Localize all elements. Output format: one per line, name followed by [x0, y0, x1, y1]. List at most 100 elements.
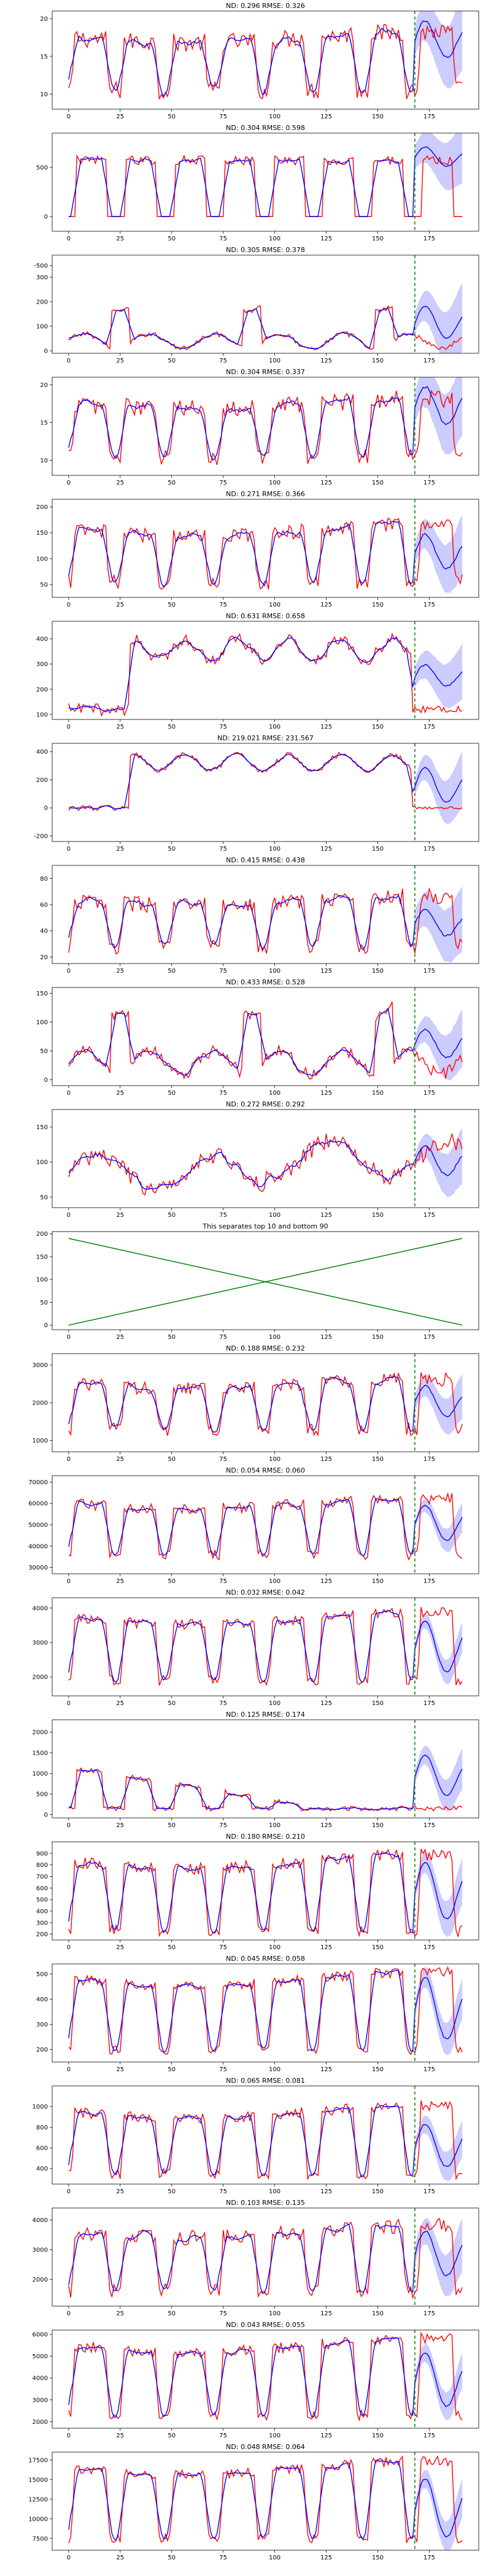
x-tick-label: 50 [168, 2555, 176, 2561]
x-tick-label: 75 [219, 2310, 227, 2317]
x-tick-label: 0 [67, 724, 71, 730]
x-tick-label: 25 [116, 113, 124, 120]
forecast-band [414, 644, 463, 708]
x-tick-label: 175 [423, 2188, 435, 2195]
x-tick-label: 0 [67, 1090, 71, 1097]
x-tick-label: 75 [219, 113, 227, 120]
actual-series [68, 1132, 463, 1196]
panel-2: ND: 0.304 RMSE: 0.598 0 25 50 75 100 125 150 175… [34, 124, 479, 270]
x-tick-label: 50 [168, 1700, 176, 1707]
forecast-series [68, 1852, 463, 1934]
x-tick-label: 0 [67, 113, 71, 120]
y-tick-label: 40 [40, 928, 48, 935]
x-tick-label: 25 [116, 1700, 124, 1707]
panel-title: ND: 0.304 RMSE: 0.598 [226, 124, 305, 132]
x-tick-label: 25 [116, 1212, 124, 1219]
plot-area [68, 1354, 463, 1452]
plot-area [68, 1720, 463, 1818]
y-tick-label: 0 [44, 805, 48, 812]
axes-frame [52, 2329, 479, 2429]
x-tick-label: 175 [423, 1822, 435, 1829]
actual-series [68, 389, 463, 466]
x-tick-label: 0 [67, 2066, 71, 2073]
panel-title: ND: 0.065 RMSE: 0.081 [226, 2077, 305, 2085]
y-tick-label: 5000 [33, 2353, 48, 2360]
y-tick-label: 400 [36, 2166, 48, 2172]
x-tick-label: 125 [320, 602, 332, 608]
y-tick-label: 150 [36, 1124, 48, 1131]
panel-title: ND: 0.433 RMSE: 0.528 [226, 978, 305, 986]
x-tick-label: 25 [116, 2432, 124, 2439]
y-tick-label: 300 [36, 1920, 48, 1926]
x-tick-label: 100 [269, 846, 280, 853]
x-tick-label: 175 [423, 1456, 435, 1463]
x-tick-label: 75 [219, 1212, 227, 1219]
x-tick-label: 25 [116, 1456, 124, 1463]
x-tick-label: 125 [320, 2188, 332, 2195]
y-tick-label: 3000 [33, 1639, 48, 1646]
plot-area [68, 2452, 463, 2550]
x-tick-label: 175 [423, 2555, 435, 2561]
y-tick-label: 100 [36, 711, 48, 718]
y-tick-label: 70000 [28, 1479, 48, 1486]
x-tick-label: 50 [168, 724, 176, 730]
x-tick-label: 0 [67, 2188, 71, 2195]
forecast-band [414, 1852, 463, 1938]
y-tick-label: 50 [40, 581, 48, 588]
x-tick-label: 175 [423, 2432, 435, 2439]
actual-series [68, 517, 463, 590]
y-tick-label: 20 [40, 16, 48, 23]
x-tick-label: 0 [67, 2310, 71, 2317]
x-tick-label: 0 [67, 1822, 71, 1829]
x-tick-label: 75 [219, 968, 227, 975]
x-tick-label: 25 [116, 2066, 124, 2073]
panel-21: ND: 0.048 RMSE: 0.064 0 25 50 75 100 125 150 175… [28, 2443, 479, 2561]
plot-area [68, 987, 463, 1086]
x-tick-label: 100 [269, 1456, 280, 1463]
panel-13: ND: 0.054 RMSE: 0.060 0 25 50 75 100 125 150 175… [28, 1466, 479, 1585]
x-tick-label: 150 [372, 2555, 384, 2561]
x-tick-label: 50 [168, 2066, 176, 2073]
x-tick-label: 175 [423, 1212, 435, 1219]
x-tick-label: 150 [372, 602, 384, 608]
x-tick-label: 125 [320, 1334, 332, 1341]
x-tick-label: 100 [269, 2310, 280, 2317]
x-tick-label: 75 [219, 1090, 227, 1097]
x-tick-label: 175 [423, 2066, 435, 2073]
y-tick-label: 1000 [33, 1438, 48, 1444]
x-tick-label: 100 [269, 602, 280, 608]
x-tick-label: 50 [168, 1334, 176, 1341]
x-tick-label: 0 [67, 480, 71, 486]
x-tick-label: 25 [116, 846, 124, 853]
y-tick-label: 200 [36, 1231, 48, 1238]
x-tick-label: 75 [219, 1334, 227, 1341]
y-tick-label: 15000 [28, 2477, 48, 2483]
x-tick-label: 125 [320, 1578, 332, 1585]
x-tick-label: 25 [116, 1944, 124, 1951]
y-tick-label: 40000 [28, 1543, 48, 1550]
x-tick-label: 100 [269, 1822, 280, 1829]
y-tick-label: 800 [36, 2125, 48, 2131]
x-tick-label: 75 [219, 724, 227, 730]
axes-frame [52, 1841, 479, 1941]
y-tick-label: 400 [36, 749, 48, 756]
x-tick-label: 150 [372, 2432, 384, 2439]
x-tick-label: 125 [320, 1700, 332, 1707]
y-tick-label: 50 [40, 1048, 48, 1055]
actual-series [68, 2455, 463, 2544]
plot-area [68, 255, 463, 353]
x-tick-label: 125 [320, 1944, 332, 1951]
x-tick-label: 150 [372, 2310, 384, 2317]
forecast-band [414, 1374, 463, 1435]
x-tick-label: 50 [168, 2310, 176, 2317]
x-tick-label: 75 [219, 1700, 227, 1707]
x-tick-label: 25 [116, 602, 124, 608]
panel-19: ND: 0.103 RMSE: 0.135 0 25 50 75 100 125 150 175… [33, 2199, 479, 2317]
panel-9: ND: 0.433 RMSE: 0.528 0 25 50 75 100 125 150 175… [36, 978, 479, 1097]
panel-title: ND: 0.054 RMSE: 0.060 [226, 1466, 305, 1474]
axes-frame [52, 499, 479, 598]
x-tick-label: 0 [67, 2432, 71, 2439]
x-tick-label: 125 [320, 968, 332, 975]
x-tick-label: 175 [423, 968, 435, 975]
x-tick-label: 50 [168, 2432, 176, 2439]
